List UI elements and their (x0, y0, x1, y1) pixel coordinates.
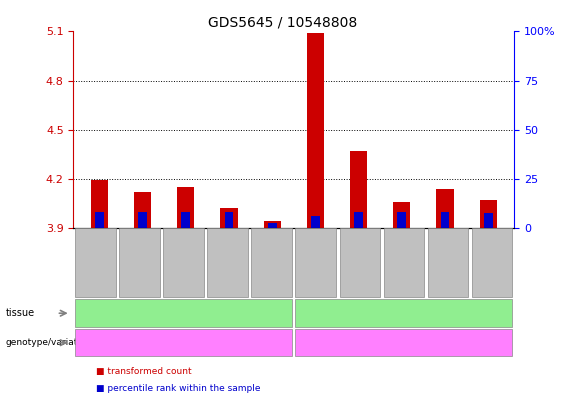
Text: GSM1348739: GSM1348739 (355, 232, 364, 293)
Bar (268, 223, 276, 228)
Bar (311, 217, 320, 228)
Bar (181, 211, 190, 228)
Bar (480, 200, 497, 228)
Bar (163, 228, 204, 297)
Bar (75, 228, 116, 297)
Text: GSM1348736: GSM1348736 (223, 232, 232, 293)
Bar (138, 211, 147, 228)
Bar (263, 221, 281, 228)
Text: GSM1348738: GSM1348738 (311, 232, 320, 293)
Text: GSM1348741: GSM1348741 (444, 232, 453, 292)
Text: genotype/variation: genotype/variation (6, 338, 92, 347)
Bar (354, 211, 363, 228)
Bar (472, 228, 512, 297)
Text: TPOCreER; BrafV600E: TPOCreER; BrafV600E (137, 338, 230, 347)
Bar (295, 228, 336, 297)
Bar (398, 211, 406, 228)
Text: ■ transformed count: ■ transformed count (96, 367, 192, 376)
Bar (340, 228, 380, 297)
Bar (307, 33, 324, 228)
Bar (119, 228, 160, 297)
Text: GDS5645 / 10548808: GDS5645 / 10548808 (208, 16, 357, 30)
Bar (220, 208, 238, 228)
Bar (384, 228, 424, 297)
Bar (436, 189, 454, 228)
Bar (295, 329, 512, 356)
Text: GSM1348740: GSM1348740 (399, 232, 408, 292)
Bar (177, 187, 194, 228)
Bar (350, 151, 367, 228)
Bar (428, 228, 468, 297)
Bar (441, 211, 449, 228)
Text: GSM1348733: GSM1348733 (91, 232, 100, 293)
Bar (75, 329, 292, 356)
Bar (251, 228, 292, 297)
Text: Papillary Thyroid Carcinoma tumor: Papillary Thyroid Carcinoma tumor (111, 309, 257, 318)
Bar (95, 211, 104, 228)
Bar (295, 299, 512, 327)
Text: GSM1348737: GSM1348737 (267, 232, 276, 293)
Bar (91, 180, 108, 228)
Text: GSM1348735: GSM1348735 (179, 232, 188, 293)
Bar (134, 192, 151, 228)
Text: TPOCreER; BrafV600E; p53 -/-: TPOCreER; BrafV600E; p53 -/- (341, 338, 467, 347)
Text: GSM1348734: GSM1348734 (135, 232, 144, 292)
Text: Anaplastic Thyroid Carcinoma tumor: Anaplastic Thyroid Carcinoma tumor (327, 309, 481, 318)
Text: GSM1348742: GSM1348742 (488, 232, 497, 292)
Text: tissue: tissue (6, 308, 35, 318)
Text: ■ percentile rank within the sample: ■ percentile rank within the sample (96, 384, 260, 393)
Bar (225, 211, 233, 228)
Bar (207, 228, 248, 297)
Bar (484, 213, 493, 228)
Bar (393, 202, 410, 228)
Bar (75, 299, 292, 327)
